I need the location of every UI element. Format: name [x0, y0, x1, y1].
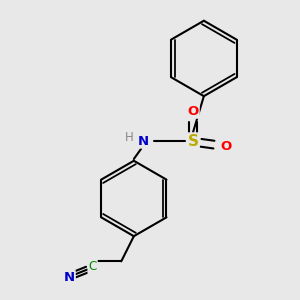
Text: O: O [220, 140, 232, 153]
Text: N: N [64, 271, 75, 284]
Text: S: S [188, 134, 199, 148]
Text: H: H [125, 131, 134, 144]
Text: C: C [88, 260, 97, 273]
Text: O: O [188, 105, 199, 118]
Text: N: N [137, 134, 148, 148]
